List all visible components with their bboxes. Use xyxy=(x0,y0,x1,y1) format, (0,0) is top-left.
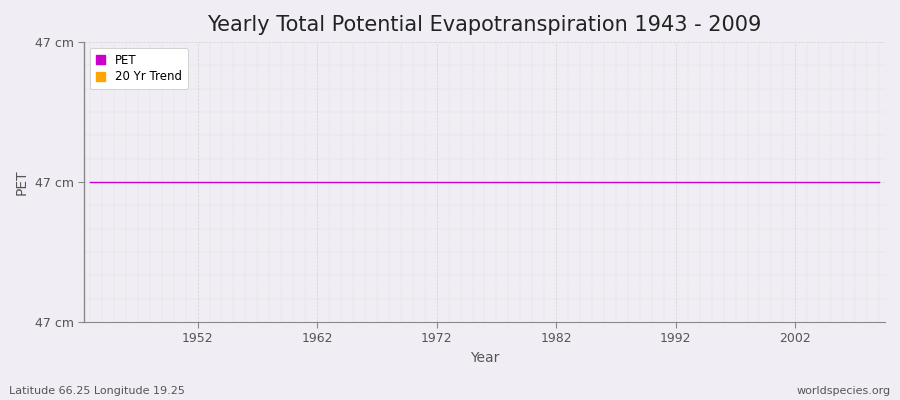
Text: worldspecies.org: worldspecies.org xyxy=(796,386,891,396)
Text: Latitude 66.25 Longitude 19.25: Latitude 66.25 Longitude 19.25 xyxy=(9,386,184,396)
Title: Yearly Total Potential Evapotranspiration 1943 - 2009: Yearly Total Potential Evapotranspiratio… xyxy=(207,15,761,35)
Y-axis label: PET: PET xyxy=(15,169,29,195)
X-axis label: Year: Year xyxy=(470,351,500,365)
Legend: PET, 20 Yr Trend: PET, 20 Yr Trend xyxy=(90,48,187,89)
